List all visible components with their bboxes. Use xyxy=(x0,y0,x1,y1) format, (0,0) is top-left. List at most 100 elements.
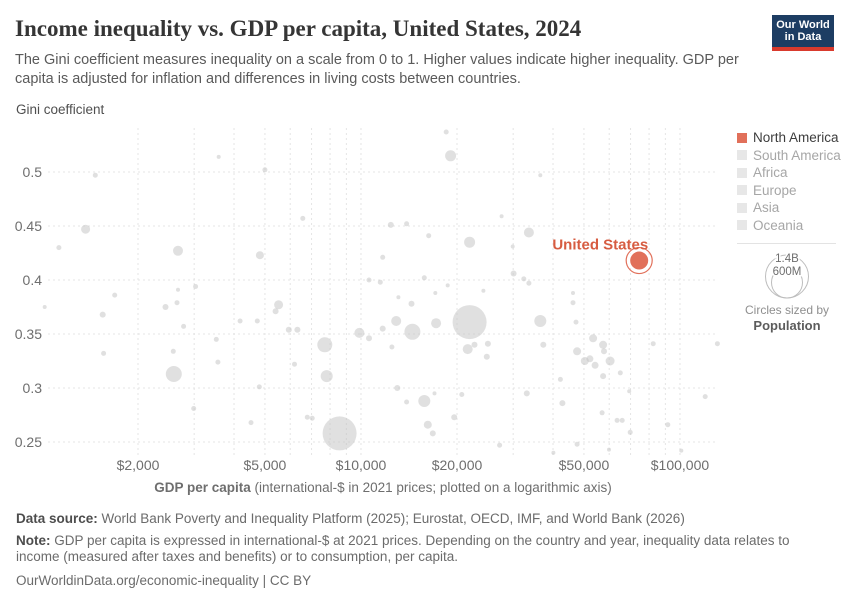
data-point[interactable] xyxy=(586,355,594,363)
data-point[interactable] xyxy=(571,291,575,295)
data-point[interactable] xyxy=(256,384,262,390)
legend-item-south-america[interactable]: South America xyxy=(737,147,849,165)
data-point[interactable] xyxy=(484,340,491,347)
data-point[interactable] xyxy=(216,154,221,159)
data-point[interactable] xyxy=(170,348,176,354)
data-point[interactable] xyxy=(191,406,197,411)
data-point[interactable] xyxy=(272,308,279,315)
data-point[interactable] xyxy=(599,340,608,349)
data-point[interactable] xyxy=(452,305,487,340)
data-point[interactable] xyxy=(112,292,118,298)
data-point[interactable] xyxy=(570,300,576,306)
data-point[interactable] xyxy=(499,214,504,219)
data-point[interactable] xyxy=(429,430,436,437)
data-point[interactable] xyxy=(404,399,410,405)
legend-item-africa[interactable]: Africa xyxy=(737,164,849,182)
data-point[interactable] xyxy=(304,414,310,420)
legend-item-oceania[interactable]: Oceania xyxy=(737,217,849,235)
data-point[interactable] xyxy=(391,316,402,326)
data-point[interactable] xyxy=(702,394,708,400)
data-point[interactable] xyxy=(377,279,383,285)
data-point[interactable] xyxy=(627,429,633,435)
legend-item-asia[interactable]: Asia xyxy=(737,199,849,217)
data-point[interactable] xyxy=(394,385,401,391)
data-point[interactable] xyxy=(573,347,582,356)
data-point[interactable] xyxy=(464,236,476,248)
data-point[interactable] xyxy=(433,291,438,295)
data-point[interactable] xyxy=(418,395,431,407)
data-point[interactable] xyxy=(237,318,243,324)
data-point[interactable] xyxy=(162,304,169,310)
data-point[interactable] xyxy=(538,173,543,178)
legend-item-europe[interactable]: Europe xyxy=(737,182,849,200)
data-point[interactable] xyxy=(614,417,620,423)
data-point[interactable] xyxy=(591,361,599,369)
data-point[interactable] xyxy=(81,224,91,234)
data-point[interactable] xyxy=(714,341,720,347)
data-point[interactable] xyxy=(534,315,547,327)
data-point[interactable] xyxy=(497,442,503,448)
data-point[interactable] xyxy=(408,300,415,307)
data-point[interactable] xyxy=(426,233,432,239)
data-point[interactable] xyxy=(462,344,473,355)
data-point[interactable] xyxy=(526,280,532,286)
data-point[interactable] xyxy=(431,318,442,329)
data-point[interactable] xyxy=(174,300,180,306)
data-point[interactable] xyxy=(366,335,372,342)
data-point[interactable] xyxy=(274,300,284,310)
data-point[interactable] xyxy=(389,344,395,350)
data-point[interactable] xyxy=(557,376,563,382)
data-point[interactable] xyxy=(443,129,449,135)
data-point[interactable] xyxy=(248,420,254,426)
data-point[interactable] xyxy=(101,350,107,356)
data-point[interactable] xyxy=(559,400,566,407)
data-point[interactable] xyxy=(601,348,607,355)
owid-url-link[interactable]: OurWorldinData.org/economic-inequality |… xyxy=(16,572,312,588)
data-point[interactable] xyxy=(521,276,527,282)
data-point[interactable] xyxy=(317,337,333,353)
data-point[interactable] xyxy=(423,420,432,429)
data-point[interactable] xyxy=(483,353,490,360)
legend-item-north-america[interactable]: North America xyxy=(737,129,849,147)
data-point[interactable] xyxy=(599,410,605,416)
data-point[interactable] xyxy=(380,254,386,260)
data-point[interactable] xyxy=(619,417,625,423)
data-point[interactable] xyxy=(294,326,301,333)
data-point[interactable] xyxy=(451,414,458,421)
data-point[interactable] xyxy=(445,283,450,288)
data-point[interactable] xyxy=(56,245,62,251)
data-point[interactable] xyxy=(42,305,47,309)
data-point[interactable] xyxy=(421,275,427,281)
data-point[interactable] xyxy=(320,370,333,383)
data-point[interactable] xyxy=(396,295,401,300)
data-point[interactable] xyxy=(285,326,292,333)
data-point[interactable] xyxy=(92,172,98,178)
data-point[interactable] xyxy=(379,325,386,332)
data-point[interactable] xyxy=(254,318,260,324)
data-point[interactable] xyxy=(510,270,517,277)
data-point[interactable] xyxy=(262,167,268,173)
data-point[interactable] xyxy=(322,416,357,451)
data-point[interactable] xyxy=(387,221,394,228)
data-point[interactable] xyxy=(173,245,183,256)
data-point[interactable] xyxy=(300,215,306,221)
data-point[interactable] xyxy=(404,323,421,340)
data-point[interactable] xyxy=(540,341,547,348)
data-point[interactable] xyxy=(481,288,486,293)
data-point[interactable] xyxy=(589,334,598,343)
data-point[interactable] xyxy=(523,390,530,397)
data-point[interactable] xyxy=(627,389,632,394)
data-point[interactable] xyxy=(193,284,199,289)
data-point[interactable] xyxy=(679,448,684,453)
data-point[interactable] xyxy=(605,356,615,366)
data-point[interactable] xyxy=(665,422,671,428)
data-point[interactable] xyxy=(354,327,365,338)
data-point[interactable] xyxy=(366,277,372,283)
data-point[interactable] xyxy=(573,319,579,325)
data-point[interactable] xyxy=(650,341,656,347)
data-point[interactable] xyxy=(459,392,465,397)
data-point[interactable] xyxy=(600,373,607,380)
data-point[interactable] xyxy=(176,287,180,292)
data-point[interactable] xyxy=(607,447,611,452)
